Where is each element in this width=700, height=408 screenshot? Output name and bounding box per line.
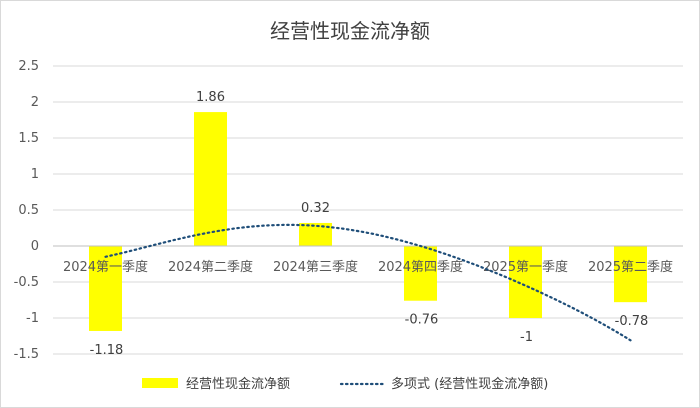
category-label: 2024第四季度 bbox=[378, 259, 463, 275]
category-label: 2025第二季度 bbox=[588, 259, 673, 275]
y-tick-label: 2.5 bbox=[18, 59, 39, 74]
y-tick-label: 1.5 bbox=[18, 131, 39, 146]
trendline bbox=[104, 223, 632, 342]
bar bbox=[404, 246, 437, 301]
bar bbox=[299, 222, 332, 246]
data-label: -0.76 bbox=[405, 313, 439, 328]
category-label: 2024第二季度 bbox=[168, 259, 253, 275]
y-tick-label: 0 bbox=[31, 239, 39, 254]
legend-label-bars: 经营性现金流净额 bbox=[186, 376, 290, 392]
category-label: 2024第三季度 bbox=[273, 259, 358, 275]
y-tick-label: 2 bbox=[31, 95, 39, 110]
legend-label-trendline: 多项式 (经营性现金流净额) bbox=[391, 376, 548, 392]
category-label: 2024第一季度 bbox=[63, 259, 148, 275]
bar bbox=[89, 246, 122, 331]
bar bbox=[194, 112, 227, 246]
y-tick-label: 0.5 bbox=[18, 203, 39, 218]
data-label: -0.78 bbox=[615, 314, 649, 329]
y-tick-label: -1.5 bbox=[14, 347, 39, 362]
legend-swatch-bars bbox=[142, 378, 178, 388]
chart-title: 经营性现金流净额 bbox=[270, 19, 430, 43]
category-label: 2025第一季度 bbox=[483, 259, 568, 275]
y-tick-label: 1 bbox=[31, 167, 39, 182]
bar bbox=[614, 246, 647, 303]
data-label: -1 bbox=[520, 330, 533, 345]
y-tick-label: -1 bbox=[26, 311, 39, 326]
data-label: -1.18 bbox=[90, 343, 124, 358]
bar bbox=[509, 246, 542, 318]
y-tick-label: -0.5 bbox=[14, 275, 39, 290]
data-label: 0.32 bbox=[301, 201, 330, 216]
data-label: 1.86 bbox=[196, 90, 225, 105]
